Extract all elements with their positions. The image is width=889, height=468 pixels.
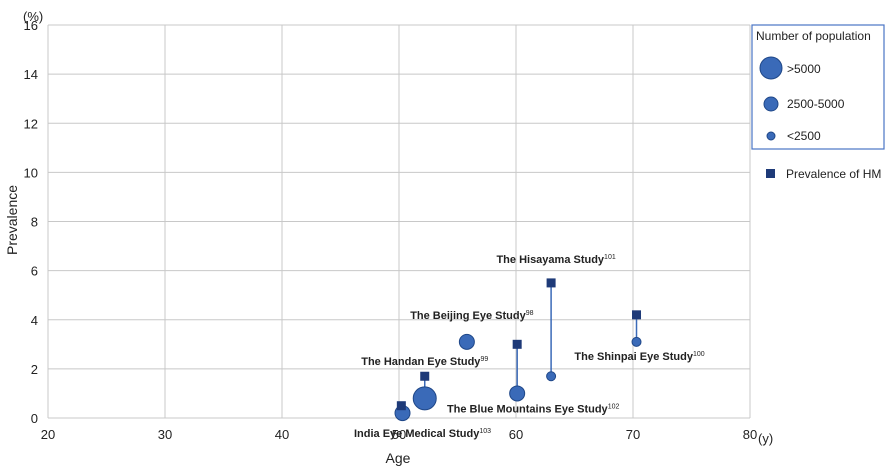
y-tick-label: 10: [24, 165, 38, 180]
legend-size-medium: 2500-5000: [787, 97, 845, 111]
study-label: The Beijing Eye Study98: [410, 310, 533, 322]
y-tick-labels: 0 2 4 6 8 10 12 14 16: [24, 18, 38, 426]
hm-markers: [396, 278, 642, 411]
legend-size-large: >5000: [787, 62, 821, 76]
hm-marker: [632, 310, 642, 320]
hm-marker: [420, 371, 430, 381]
x-tick-label: 30: [158, 427, 172, 442]
study-bubble: [458, 333, 475, 350]
x-tick-label: 80: [743, 427, 757, 442]
study-bubble: [546, 371, 557, 382]
y-axis-title: Prevalence: [4, 185, 20, 255]
study-label: The Shinpai Eye Study100: [574, 351, 704, 363]
bubbles: [394, 333, 642, 422]
study-labels: India Eye Medical Study103 The Handan Eye…: [354, 254, 705, 440]
legend-hm-label: Prevalence of HM: [786, 167, 881, 181]
y-tick-label: 16: [24, 18, 38, 33]
study-bubble: [412, 386, 437, 411]
legend-bubble-medium: [763, 96, 779, 112]
hm-marker: [546, 278, 556, 288]
study-bubble: [631, 336, 642, 347]
y-tick-label: 12: [24, 116, 38, 131]
y-tick-label: 4: [31, 313, 38, 328]
y-tick-label: 0: [31, 411, 38, 426]
x-axis-title: Age: [386, 450, 411, 466]
y-tick-label: 8: [31, 215, 38, 230]
y-tick-label: 14: [24, 67, 38, 82]
legend-hm-marker: [766, 169, 775, 178]
hm-marker: [512, 339, 522, 349]
legend-title: Number of population: [756, 29, 871, 43]
study-label: The Handan Eye Study99: [361, 356, 488, 368]
legend-box: [751, 24, 885, 150]
legend-size-small: <2500: [787, 129, 821, 143]
legend: Number of population >5000 2500-5000 <25…: [751, 24, 885, 181]
study-label: The Blue Mountains Eye Study102: [447, 403, 620, 415]
y-tick-label: 6: [31, 264, 38, 279]
x-tick-label: 40: [275, 427, 289, 442]
study-label: India Eye Medical Study103: [354, 428, 491, 440]
legend-bubble-small: [766, 131, 776, 141]
x-tick-label: 20: [41, 427, 55, 442]
x-tick-label: 70: [626, 427, 640, 442]
hm-marker: [396, 401, 406, 411]
study-label: The Hisayama Study101: [496, 254, 615, 266]
grid: [47, 24, 751, 419]
x-tick-labels: 20 30 40 50 60 70 80: [41, 427, 757, 442]
x-axis-unit: (y): [758, 431, 773, 446]
x-tick-label: 50: [392, 427, 406, 442]
x-tick-label: 60: [509, 427, 523, 442]
legend-bubble-large: [759, 56, 783, 80]
y-axis-unit: (%): [23, 9, 43, 24]
study-bubble: [509, 385, 526, 402]
y-tick-label: 2: [31, 362, 38, 377]
